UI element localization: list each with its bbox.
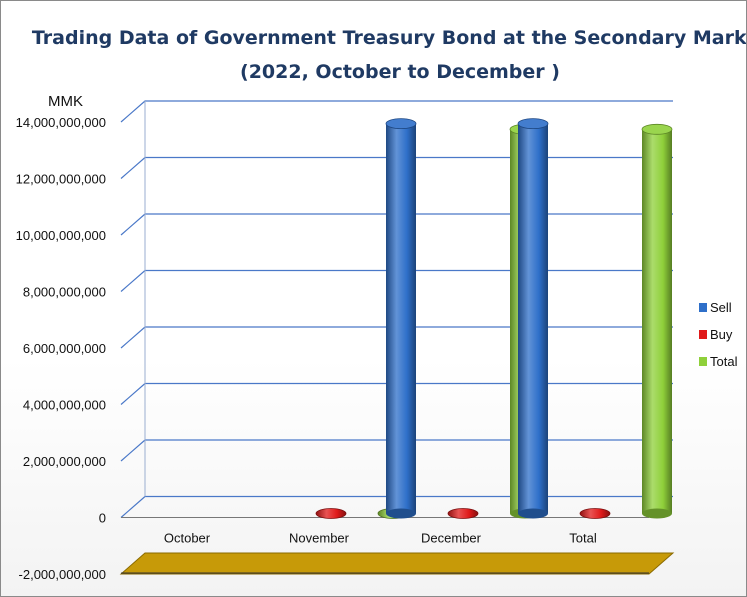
y-tick-labels: -2,000,000,000 0 2,000,000,000 4,000,000,00… bbox=[16, 115, 106, 582]
bar-sell-total bbox=[517, 118, 549, 519]
y-tick-label: 14,000,000,000 bbox=[16, 115, 106, 130]
category-label: October bbox=[164, 531, 211, 546]
y-tick-label: 4,000,000,000 bbox=[23, 398, 106, 413]
category-label: November bbox=[289, 531, 350, 546]
y-tick-label: 6,000,000,000 bbox=[23, 341, 106, 356]
legend-swatch bbox=[699, 357, 707, 366]
bar-total-total bbox=[641, 123, 673, 519]
bar-sell-december bbox=[385, 118, 417, 519]
y-tick-label: 10,000,000,000 bbox=[16, 228, 106, 243]
y-tick-label: -2,000,000,000 bbox=[19, 567, 106, 582]
y-unit-label: MMK bbox=[48, 93, 83, 110]
chart-subtitle: (2022, October to December ) bbox=[240, 61, 560, 83]
y-tick-label: 2,000,000,000 bbox=[23, 454, 106, 469]
legend-swatch bbox=[699, 330, 707, 339]
y-tick-label: 12,000,000,000 bbox=[16, 172, 106, 187]
legend-label: Total bbox=[710, 354, 738, 369]
chart-floor bbox=[119, 552, 675, 575]
category-labels: October November December Total bbox=[164, 531, 597, 546]
legend: Sell Buy Total bbox=[699, 300, 738, 369]
gridlines bbox=[120, 100, 673, 518]
category-label: December bbox=[421, 531, 482, 546]
legend-label: Buy bbox=[710, 327, 733, 342]
legend-swatch bbox=[699, 303, 707, 312]
bars bbox=[315, 118, 673, 519]
bar-buy-total bbox=[579, 508, 611, 519]
legend-label: Sell bbox=[710, 300, 732, 315]
floor-plane bbox=[119, 552, 675, 575]
y-tick-label: 8,000,000,000 bbox=[23, 285, 106, 300]
chart-title: Trading Data of Government Treasury Bond… bbox=[32, 27, 746, 49]
category-label: Total bbox=[569, 531, 597, 546]
bar-buy-november bbox=[315, 508, 347, 519]
bar-buy-december bbox=[447, 508, 479, 519]
y-tick-label: 0 bbox=[99, 511, 106, 526]
